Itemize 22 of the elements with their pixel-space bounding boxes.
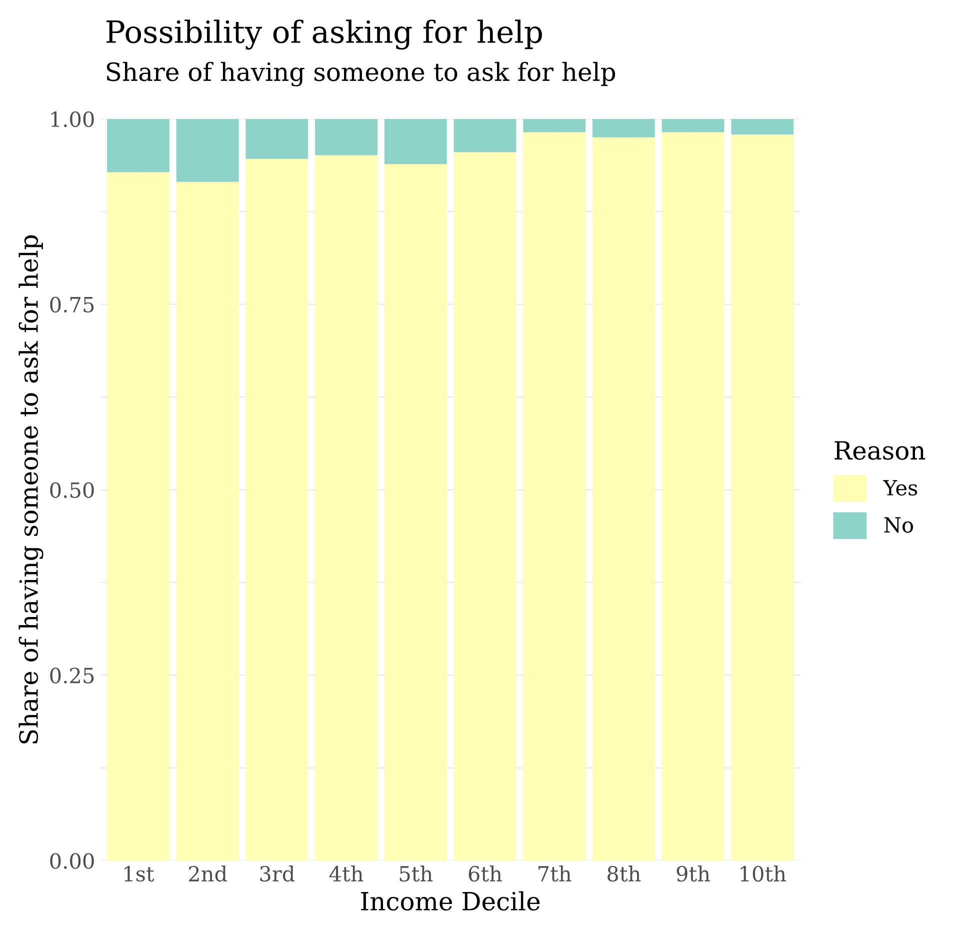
y-tick-label: 1.00 — [51, 111, 94, 128]
x-tick-label: 6th — [468, 866, 502, 882]
chart-subtitle: Share of having someone to ask for help — [106, 62, 616, 86]
y-tick-label: 0.50 — [50, 482, 94, 498]
y-axis-title: Share of having someone to ask for help — [18, 235, 44, 744]
y-tick-label: 0.25 — [50, 668, 94, 684]
x-tick-label: 3rd — [260, 866, 295, 882]
legend-title: Reason — [834, 441, 926, 460]
x-tick-label: 8th — [608, 866, 641, 882]
x-tick-label: 9th — [676, 866, 710, 882]
x-tick-label: 4th — [329, 866, 364, 882]
x-tick-label: 10th — [740, 866, 786, 882]
x-axis-title: Income Decile — [361, 891, 540, 911]
legend-label: Yes — [883, 480, 918, 496]
x-tick-label: 7th — [538, 866, 572, 882]
chart-title: Possibility of asking for help — [106, 20, 542, 50]
x-tick-label: 5th — [400, 866, 433, 882]
x-tick-label: 1st — [124, 866, 154, 882]
y-tick-label: 0.00 — [50, 853, 94, 869]
y-tick-label: 0.75 — [50, 296, 94, 313]
legend-label: No — [884, 517, 913, 533]
x-tick-label: 2nd — [188, 866, 227, 882]
